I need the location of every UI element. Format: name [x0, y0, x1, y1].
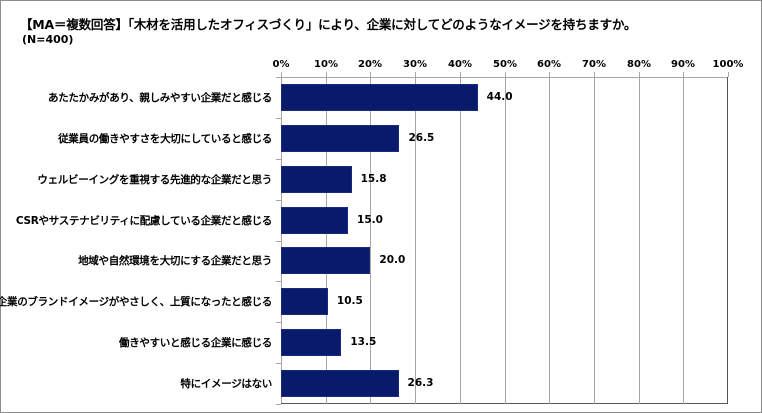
- bar-value-label: 26.5: [408, 132, 435, 144]
- x-tick-label: 80%: [627, 59, 651, 70]
- x-tick-label: 20%: [358, 59, 382, 70]
- x-tick-label: 10%: [314, 59, 338, 70]
- x-tick-mark: [326, 72, 327, 77]
- category-label: あたたかみがあり、親しみやすい企業だと感じる: [48, 92, 272, 104]
- y-tick-mark: [276, 363, 281, 364]
- bar-value-label: 26.3: [407, 377, 434, 389]
- gridline: [639, 77, 640, 404]
- x-tick-label: 30%: [403, 59, 427, 70]
- x-tick-mark: [415, 72, 416, 77]
- bar: [281, 125, 400, 152]
- y-tick-mark: [276, 200, 281, 201]
- x-tick-label: 40%: [448, 59, 472, 70]
- bar-value-label: 10.5: [336, 295, 363, 307]
- x-tick-mark: [683, 72, 684, 77]
- bar: [281, 247, 371, 274]
- y-tick-mark: [276, 281, 281, 282]
- chart-title: 【MA＝複数回答】「木材を活用したオフィスづくり」により、企業に対してどのような…: [20, 17, 637, 32]
- bar: [281, 166, 352, 193]
- y-tick-mark: [276, 159, 281, 160]
- bar: [281, 329, 342, 356]
- x-tick-mark: [505, 72, 506, 77]
- plot-area: 44.0 26.5 15.8 15.0 20.0 10.5 13.5 26.3: [276, 72, 729, 405]
- x-tick-mark: [639, 72, 640, 77]
- y-tick-mark: [276, 241, 281, 242]
- bar-value-label: 15.8: [360, 173, 387, 185]
- bar: [281, 370, 399, 397]
- x-tick-label: 50%: [493, 59, 517, 70]
- x-tick-label: 70%: [582, 59, 606, 70]
- plot-right-border: [727, 77, 728, 404]
- bar-value-label: 20.0: [379, 254, 406, 266]
- gridline: [415, 77, 416, 404]
- x-tick-mark: [594, 72, 595, 77]
- x-axis-line: [281, 77, 728, 78]
- y-tick-mark: [276, 322, 281, 323]
- bar-value-label: 15.0: [357, 214, 383, 226]
- bar: [281, 288, 328, 315]
- sample-size-label: (N=400): [22, 33, 74, 46]
- y-tick-mark: [276, 77, 281, 78]
- gridline: [326, 77, 327, 404]
- gridline: [505, 77, 506, 404]
- category-label: 企業のブランドイメージがやさしく、上質になったと感じる: [0, 296, 272, 308]
- category-label: 従業員の働きやすさを大切にしていると感じる: [58, 133, 272, 145]
- category-label: ウェルビーイングを重視する先進的な企業だと思う: [37, 174, 272, 186]
- category-label: 地域や自然環境を大切にする企業だと思う: [78, 255, 272, 267]
- bar: [281, 84, 478, 111]
- y-tick-mark: [276, 404, 281, 405]
- gridline: [549, 77, 550, 404]
- x-tick-mark: [549, 72, 550, 77]
- x-tick-mark: [460, 72, 461, 77]
- x-tick-mark: [728, 72, 729, 77]
- x-tick-mark: [281, 72, 282, 77]
- y-axis-line: [281, 77, 282, 404]
- category-label: 特にイメージはない: [180, 378, 272, 390]
- bar-value-label: 13.5: [350, 336, 377, 348]
- gridline: [594, 77, 595, 404]
- gridline: [460, 77, 461, 404]
- y-tick-mark: [276, 118, 281, 119]
- category-label: CSRやサステナビリティに配慮している企業だと感じる: [15, 215, 272, 227]
- x-tick-label: 100%: [712, 59, 744, 70]
- x-tick-label: 60%: [537, 59, 561, 70]
- plot-bottom-border: [281, 403, 728, 404]
- category-label: 働きやすいと感じる企業に感じる: [119, 337, 272, 349]
- gridline: [370, 77, 371, 404]
- bar: [281, 207, 349, 234]
- x-tick-label: 90%: [671, 59, 695, 70]
- gridline: [683, 77, 684, 404]
- x-tick-label: 0%: [272, 59, 290, 70]
- bar-value-label: 44.0: [486, 91, 513, 103]
- x-tick-mark: [370, 72, 371, 77]
